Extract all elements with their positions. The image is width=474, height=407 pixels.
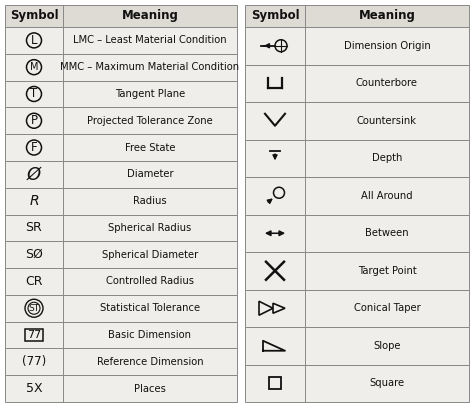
Bar — [245, 365, 469, 402]
Text: All Around: All Around — [361, 191, 413, 201]
Text: Dimension Origin: Dimension Origin — [344, 41, 430, 51]
Text: Ø: Ø — [27, 165, 41, 183]
Text: CR: CR — [25, 275, 43, 288]
Bar — [5, 188, 237, 214]
Bar — [5, 81, 237, 107]
Bar — [245, 64, 469, 102]
Bar — [245, 5, 469, 27]
Text: Places: Places — [134, 384, 166, 394]
Text: SR: SR — [26, 221, 42, 234]
Bar — [5, 27, 237, 54]
Text: Square: Square — [369, 378, 405, 388]
Text: Slope: Slope — [373, 341, 401, 351]
Text: Conical Taper: Conical Taper — [354, 303, 420, 313]
Text: Basic Dimension: Basic Dimension — [109, 330, 191, 340]
Text: F: F — [31, 141, 37, 154]
Bar — [245, 289, 469, 327]
Text: R: R — [29, 194, 39, 208]
Text: Meaning: Meaning — [358, 9, 415, 22]
Text: Reference Dimension: Reference Dimension — [97, 357, 203, 367]
Text: Meaning: Meaning — [121, 9, 178, 22]
Bar — [269, 377, 281, 389]
Bar — [5, 5, 237, 27]
Text: ST: ST — [28, 304, 39, 313]
Bar — [5, 161, 237, 188]
Bar — [5, 375, 237, 402]
Text: Spherical Diameter: Spherical Diameter — [102, 249, 198, 260]
Text: Symbol: Symbol — [9, 9, 58, 22]
Text: Statistical Tolerance: Statistical Tolerance — [100, 303, 200, 313]
Bar — [245, 102, 469, 140]
Text: Tangent Plane: Tangent Plane — [115, 89, 185, 99]
Text: Free State: Free State — [125, 142, 175, 153]
Text: 5X: 5X — [26, 382, 42, 395]
Text: P: P — [30, 114, 37, 127]
Bar — [245, 214, 469, 252]
Bar — [245, 327, 469, 365]
Bar — [5, 322, 237, 348]
Bar — [245, 177, 469, 214]
Text: Counterbore: Counterbore — [356, 78, 418, 88]
Bar — [5, 295, 237, 322]
Bar — [5, 134, 237, 161]
Text: Between: Between — [365, 228, 409, 238]
Text: Symbol: Symbol — [251, 9, 299, 22]
Text: Target Point: Target Point — [357, 266, 416, 276]
Text: T: T — [30, 88, 37, 101]
Bar — [245, 27, 469, 64]
Text: Diameter: Diameter — [127, 169, 173, 179]
Bar — [245, 140, 469, 177]
Bar — [25, 329, 43, 341]
Text: SØ: SØ — [25, 248, 43, 261]
Text: L: L — [31, 34, 37, 47]
Text: M: M — [30, 62, 38, 72]
Text: 77: 77 — [27, 330, 41, 340]
Text: Projected Tolerance Zone: Projected Tolerance Zone — [87, 116, 213, 126]
Text: Depth: Depth — [372, 153, 402, 163]
Text: (77): (77) — [22, 355, 46, 368]
Bar — [5, 241, 237, 268]
Text: Spherical Radius: Spherical Radius — [109, 223, 191, 233]
Text: Controlled Radius: Controlled Radius — [106, 276, 194, 287]
Text: LMC – Least Material Condition: LMC – Least Material Condition — [73, 35, 227, 46]
Bar — [5, 348, 237, 375]
Bar — [5, 107, 237, 134]
Text: Radius: Radius — [133, 196, 167, 206]
Text: Countersink: Countersink — [357, 116, 417, 126]
Bar — [245, 252, 469, 289]
Bar — [5, 214, 237, 241]
Bar — [5, 268, 237, 295]
Bar — [5, 54, 237, 81]
Text: MMC – Maximum Material Condition: MMC – Maximum Material Condition — [61, 62, 239, 72]
